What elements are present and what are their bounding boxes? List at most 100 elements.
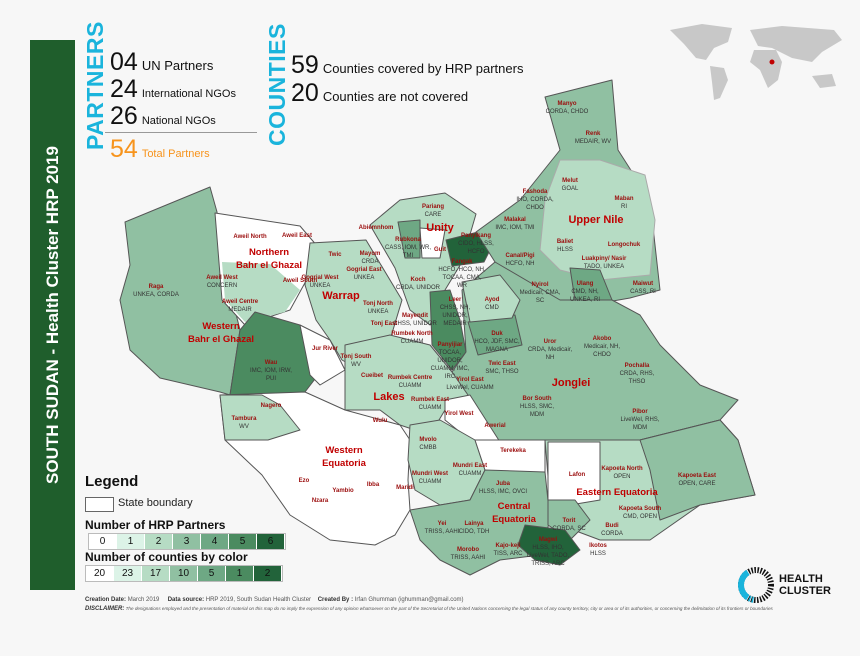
county-name: Nagero	[260, 403, 282, 409]
region-unity	[369, 192, 477, 326]
county-name: Budi	[605, 523, 619, 529]
state-label: Jonglei	[551, 377, 591, 389]
county-partners: CIDO, TDH	[458, 529, 490, 535]
county-partners: LiveWel, CUAMM	[446, 385, 494, 391]
county-label: Magwi HLSS, IHO, LiveWel, TADO, TRISS, AR…	[524, 536, 572, 568]
county-name: Rumbek North	[391, 331, 433, 337]
county-partners: IHO, CORDA, CHDO	[516, 197, 554, 211]
county-name: Lafon	[568, 472, 586, 478]
county-name: Ezo	[298, 478, 310, 484]
county-name: Wau	[264, 360, 278, 366]
logo-line2: CLUSTER	[779, 585, 831, 597]
county-label: Ezo	[299, 477, 310, 485]
county-label: Awerial	[484, 422, 505, 430]
county-name: Torit	[562, 518, 576, 524]
county-label: Yirol West	[444, 410, 473, 418]
county-partners: HLSS	[557, 247, 573, 253]
creation-value: March 2019	[127, 597, 160, 603]
region-aweil-light	[222, 262, 300, 322]
county-name: Kajo-keji	[495, 543, 521, 549]
county-label: Lainya CIDO, TDH	[450, 520, 498, 536]
stat-label: UN Partners	[141, 58, 214, 73]
county-partners: IMC, IOM, TMI	[495, 225, 535, 231]
county-name: Aweil Centre	[221, 299, 259, 305]
stat-count: 59	[291, 51, 319, 79]
county-partners: UNKEA	[353, 275, 375, 281]
county-count-swatch: 17	[142, 566, 170, 581]
county-label: Jur River	[312, 345, 338, 353]
county-name: Aweil East	[282, 233, 312, 239]
county-name: Awerial	[484, 423, 506, 429]
stat-label: International NGOs	[141, 88, 236, 100]
county-label: Twic East SMC, THSO	[478, 360, 526, 376]
county-name: Guit	[434, 247, 446, 253]
county-label: Rumbek Centre CUAMM	[386, 374, 434, 390]
county-partners: HCO, JDF, SMC, MAGNA	[474, 339, 520, 353]
county-name: Aweil South	[282, 278, 318, 284]
divider	[105, 132, 257, 133]
state-label: Central Equatoria	[492, 501, 536, 525]
county-count-swatch: 10	[170, 566, 198, 581]
county-name: Ibba	[366, 482, 380, 488]
county-name: Bor South	[522, 396, 552, 402]
africa-shape	[750, 50, 782, 88]
county-name: Ikotos	[589, 543, 607, 549]
county-name: Yambio	[332, 488, 354, 494]
world-inset-map	[670, 24, 842, 100]
stat-count: 20	[291, 79, 319, 107]
state-label: Upper Nile	[568, 214, 624, 226]
region-jur-river	[299, 324, 346, 386]
state-label: Western Bahr el Ghazal	[188, 321, 254, 345]
state-boundary-label: State boundary	[118, 497, 193, 509]
county-label: Pibor LiveWel, RHS, MDM	[616, 408, 664, 432]
stat-label: Counties covered by HRP partners	[322, 61, 524, 76]
eurasia-shape	[750, 26, 842, 62]
county-label: Gogrial East UNKEA	[340, 266, 388, 282]
county-partners: CUAMM	[398, 383, 422, 389]
county-partners: HCFO, HCO, NH, TOCAA, CMA, WR	[438, 267, 486, 289]
partner-stat-total: 54 Total Partners	[110, 137, 210, 162]
county-label: Rumbek North CUAMM	[388, 330, 436, 346]
county-label: Duk HCO, JDF, SMC, MAGNA	[473, 330, 521, 354]
county-name: Abiemnhom	[358, 225, 394, 231]
county-partners: CRDA, RHS, THSO	[619, 371, 655, 385]
county-count-swatch: 20	[86, 566, 114, 581]
partner-level-swatch: 5	[229, 534, 257, 549]
county-name: Mundri East	[452, 463, 488, 469]
county-partners: CMD, OPEN	[622, 514, 657, 520]
partners-scale-title: Number of HRP Partners	[85, 518, 226, 532]
county-label: Mayendit CHSS, UNIDOR	[391, 312, 439, 328]
region-guit	[419, 227, 446, 259]
state-label: Western Equatoria	[322, 445, 366, 469]
stat-count: 04	[110, 48, 138, 76]
county-label: Baliet HLSS	[541, 238, 589, 254]
county-partners: CUAMM	[400, 339, 424, 345]
logo-line1: HEALTH	[779, 573, 823, 585]
county-count-swatch: 2	[254, 566, 282, 581]
county-name: Terekeka	[500, 448, 526, 454]
state-label: Warrap	[322, 290, 360, 302]
county-name: Ayod	[484, 297, 500, 303]
county-label: Tonj South WV	[332, 353, 380, 369]
county-partners: CMD	[485, 305, 499, 311]
county-label: Mayom CRDA	[346, 250, 394, 266]
region-tambura	[219, 394, 301, 441]
county-name: Gogrial East	[346, 267, 382, 273]
county-name: Melut	[562, 178, 578, 184]
state-label: Northern Bahr el Ghazal	[236, 247, 302, 271]
stat-count: 24	[110, 75, 138, 103]
county-label: Aweil East	[282, 232, 312, 240]
county-stat-covered: 59 Counties covered by HRP partners	[291, 53, 523, 78]
county-label: Panyijiar TOCAA, UNIDOR, CUAMM, IMC, IRC	[426, 341, 474, 381]
county-label: Tonj North UNKEA	[354, 300, 402, 316]
state-label: Lakes	[373, 391, 405, 403]
disclaimer-text: The designations employed and the presen…	[125, 606, 773, 611]
county-name: Uror	[543, 339, 557, 345]
county-partners: TRISS, AAHI	[424, 529, 460, 535]
county-name: Malakal	[504, 217, 526, 223]
county-partners: Medicair, CMA, SC	[519, 290, 561, 304]
county-name: Wulu	[372, 418, 388, 424]
county-name: Magwi	[538, 537, 558, 543]
county-label: Aweil Centre MEDAIR	[216, 298, 264, 314]
source-value: HRP 2019, South Sudan Health Cluster	[205, 597, 312, 603]
